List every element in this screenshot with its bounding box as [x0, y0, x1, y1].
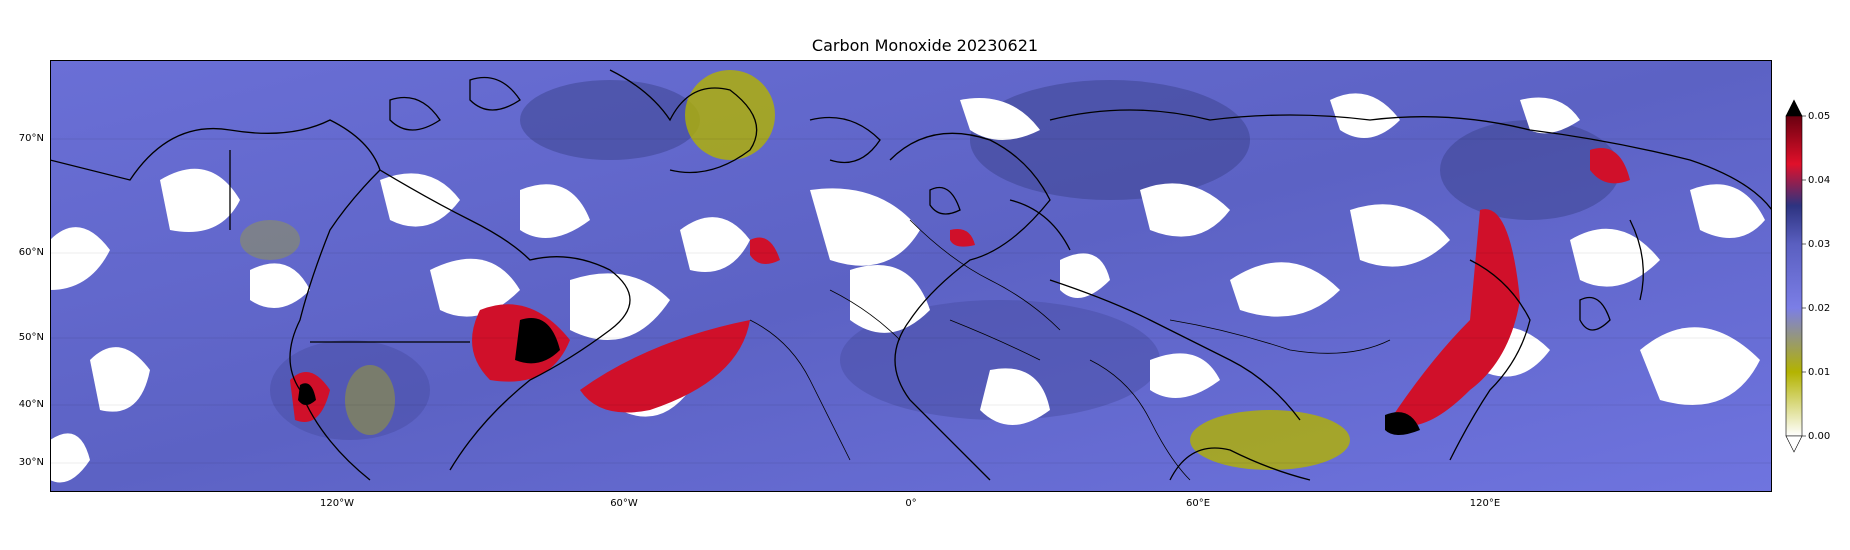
lon-label-0: 0° — [905, 498, 917, 509]
lon-label-60w: 60°W — [610, 498, 638, 509]
lat-label-50n: 50°N — [18, 332, 44, 343]
lon-label-120e: 120°E — [1469, 498, 1501, 509]
colorbar-tick-0.05: 0.05 — [1808, 111, 1830, 122]
colorbar-ticks — [1802, 115, 1806, 437]
lat-label-40n: 40°N — [18, 399, 44, 410]
lon-label-60e: 60°E — [1185, 498, 1211, 509]
high-background-regions — [270, 80, 1620, 440]
co-concentration-map — [50, 60, 1772, 492]
colorbar-tick-0.04: 0.04 — [1808, 175, 1830, 186]
lat-label-30n: 30°N — [18, 457, 44, 468]
high-co-plumes — [290, 148, 1630, 435]
colorbar-tick-0.02: 0.02 — [1808, 303, 1830, 314]
lon-label-120w: 120°W — [320, 498, 354, 509]
colorbar: 0.00 0.01 0.02 0.03 0.04 0.05 — [1785, 99, 1830, 453]
country-borders — [749, 219, 1391, 481]
graticule — [50, 138, 1772, 464]
map-panel: 70°N 60°N 50°N 40°N 30°N 120°W 60°W 0° 6… — [19, 60, 1772, 509]
colorbar-extend-max — [1785, 99, 1803, 117]
coastlines — [50, 69, 1772, 481]
lat-label-70n: 70°N — [18, 133, 44, 144]
colorbar-tick-0.01: 0.01 — [1808, 367, 1830, 378]
low-co-regions — [240, 70, 1350, 470]
colorbar-ramp — [1785, 115, 1803, 437]
map-title: Carbon Monoxide 20230621 — [811, 36, 1039, 55]
colorbar-tick-0.03: 0.03 — [1808, 239, 1830, 250]
cloud-mask — [50, 93, 1765, 483]
map-frame — [50, 60, 1772, 492]
lat-label-60n: 60°N — [18, 247, 44, 258]
colorbar-extend-min — [1785, 435, 1803, 453]
colorbar-tick-0.00: 0.00 — [1808, 431, 1830, 442]
